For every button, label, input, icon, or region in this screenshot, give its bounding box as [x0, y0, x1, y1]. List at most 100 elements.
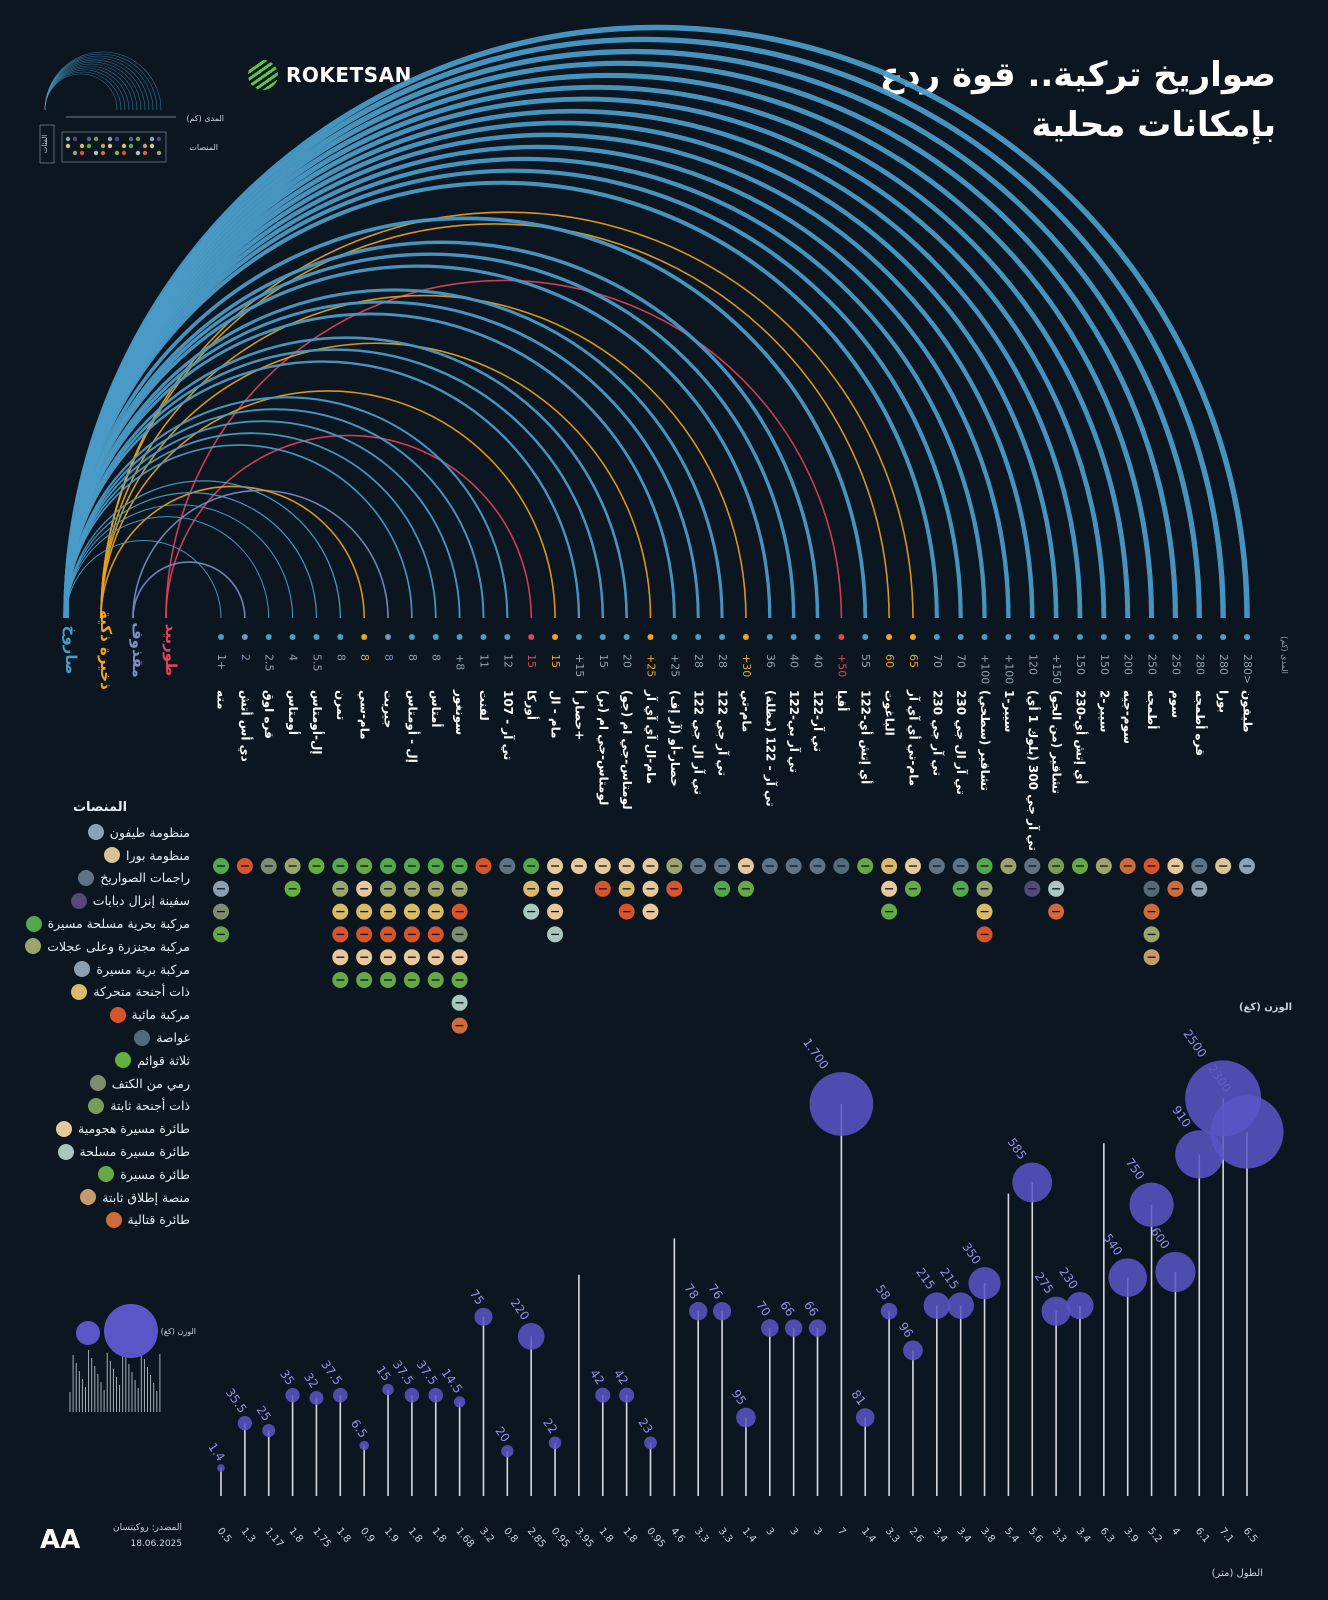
length-value: 3.3: [1050, 1526, 1069, 1545]
range-arcs: [63, 24, 1250, 619]
weight-value: 37.5: [318, 1358, 345, 1388]
platform-legend-item: منظومة طيفون: [10, 821, 190, 844]
length-value: 6.3: [1098, 1526, 1117, 1545]
weight-value: 275: [1032, 1270, 1057, 1297]
length-value: 3.9: [1121, 1526, 1140, 1545]
platform-legend-item: ذات أجنحة ثابتة: [10, 1095, 190, 1118]
weight-bubble: [619, 1387, 635, 1403]
range-dot: [337, 634, 344, 640]
platform-label: مركبة بحرية مسلحة مسيرة: [47, 916, 190, 932]
missile-name: أمتاس: [429, 690, 444, 728]
mini-platform-dot: [135, 150, 141, 156]
missile-name: تي آر - 122 (مظلة): [763, 690, 778, 807]
length-value: 0.5: [215, 1526, 234, 1545]
range-value: +25: [644, 654, 657, 677]
range-value: 8: [358, 654, 371, 661]
weight-value: 37.5: [390, 1358, 417, 1388]
range-value: 5.5: [310, 654, 323, 672]
platform-label: مركبة مائية: [131, 1007, 190, 1023]
range-value: 40: [788, 654, 801, 668]
category-label: طوربيد: [162, 624, 180, 677]
weight-bubble: [474, 1307, 493, 1326]
missile-name: إل-أومتاس: [309, 690, 325, 754]
range-value: +8: [454, 654, 467, 670]
range-dot: [1005, 634, 1012, 640]
platform-swatch-icon: [74, 961, 91, 978]
range-arc: [63, 48, 1202, 619]
weight-value: 750: [1123, 1156, 1148, 1183]
range-value: +100: [979, 654, 992, 684]
platform-swatch-icon: [89, 1075, 106, 1092]
brand-name: ROKETSAN: [286, 63, 412, 87]
range-arc: [100, 485, 365, 619]
mini-arc: [44, 55, 154, 111]
range-dot: [790, 634, 797, 640]
range-dot: [647, 634, 654, 640]
missile-name: تشاقير (من الجو): [1049, 690, 1064, 794]
platform-swatch-icon: [70, 892, 87, 909]
weight-value: 230: [1056, 1265, 1081, 1292]
missile-name: حصار أ+: [572, 690, 587, 740]
weight-bubble: [760, 1319, 779, 1337]
weight-value: 215: [913, 1265, 938, 1292]
range-value: 8: [406, 654, 419, 661]
length-value: 3: [811, 1526, 824, 1538]
range-value: 8: [430, 654, 443, 661]
length-value: 3.4: [954, 1526, 973, 1545]
range-dot: [480, 634, 487, 640]
missile-name: مام-تي: [738, 690, 753, 732]
range-arc: [65, 420, 461, 619]
length-value: 1.75: [310, 1526, 333, 1550]
mini-platform-dot: [65, 143, 71, 149]
range-arc: [132, 490, 389, 619]
platform-label: مركبة مجنزرة وعلى عجلات: [47, 938, 190, 954]
length-value: 3.95: [573, 1526, 596, 1550]
platform-label: ثلاثة قوائم: [137, 1052, 190, 1068]
length-value: 0.95: [549, 1526, 572, 1550]
platform-legend-item: ثلاثة قوائم: [10, 1049, 190, 1072]
length-value: 2.85: [525, 1526, 548, 1550]
missile-name: تي آر ال جي 122: [692, 690, 707, 795]
range-dot: [1053, 634, 1060, 640]
title-line-1: صواريخ تركية.. قوة ردع: [879, 55, 1276, 95]
missile-name: طيفون: [1240, 690, 1255, 733]
range-dot: [623, 634, 630, 640]
platform-swatch-icon: [87, 824, 104, 841]
mini-platform-dot: [107, 136, 113, 142]
range-arc: [100, 342, 652, 619]
length-value: 6.1: [1193, 1526, 1212, 1545]
platform-legend-item: طائرة مسيرة هجومية: [10, 1117, 190, 1140]
length-value: 0.9: [358, 1526, 377, 1545]
length-value: 1.4: [740, 1526, 759, 1545]
missile-name: سيبر-1: [1002, 690, 1016, 732]
missile-name: تي آر - 107: [501, 690, 516, 760]
range-arc: [65, 492, 318, 619]
range-value: 40: [812, 654, 825, 668]
missile-name: مام-ال آي آي آر: [643, 689, 659, 784]
range-dot: [695, 634, 702, 640]
weight-bubble: [595, 1387, 611, 1403]
range-value: 280>: [1241, 654, 1254, 684]
range-value: +50: [835, 654, 848, 677]
range-arc: [64, 216, 868, 619]
platform-swatch-icon: [80, 1189, 97, 1206]
range-value: 150: [1098, 654, 1111, 675]
length-value: 1.68: [453, 1526, 476, 1550]
platform-legend-item: راجمات الصواريخ: [10, 867, 190, 890]
range-dot: [742, 634, 749, 640]
range-dot: [289, 634, 296, 640]
range-value: 4: [287, 654, 300, 661]
weight-axis-label: الوزن (كغ): [1239, 1002, 1292, 1013]
length-value: 4: [1169, 1526, 1182, 1538]
platform-swatch-icon: [134, 1029, 151, 1046]
platform-label: طائرة مسيرة هجومية: [78, 1121, 190, 1137]
range-arc: [165, 434, 532, 619]
weight-bubble: [689, 1302, 708, 1321]
platform-legend-item: ذات أجنحة متحركة: [10, 981, 190, 1004]
missile-name: تشاقير (سطحي): [978, 690, 992, 791]
range-value: 280: [1193, 654, 1206, 675]
weight-bubble: [333, 1387, 348, 1403]
range-dot: [671, 634, 678, 640]
missile-name: إل - أومتاس: [404, 690, 420, 763]
